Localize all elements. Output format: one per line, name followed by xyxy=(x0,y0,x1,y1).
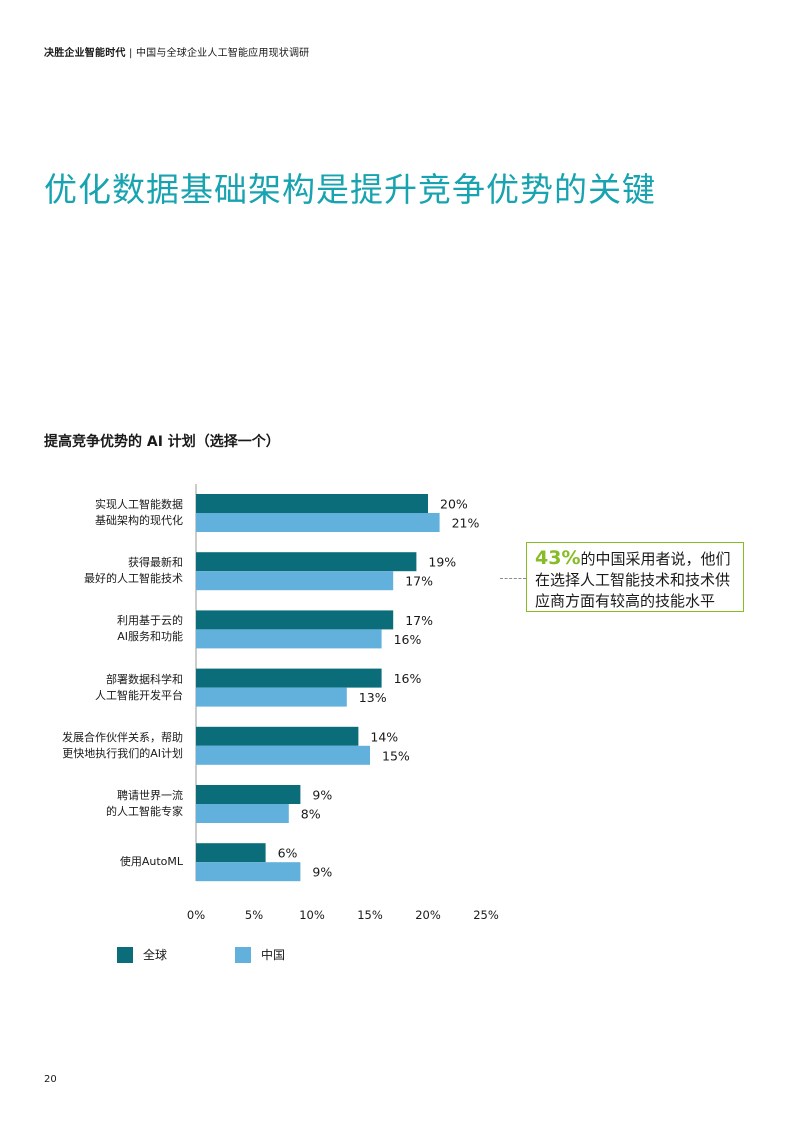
category-label: 使用AutoML xyxy=(40,854,183,870)
bar-global xyxy=(196,494,428,513)
bar-china xyxy=(196,745,370,765)
category-label: 发展合作伙伴关系，帮助 更快地执行我们的AI计划 xyxy=(40,730,183,762)
category-label-line: 获得最新和 xyxy=(128,556,183,570)
bar-china xyxy=(196,629,382,649)
data-label: 8% xyxy=(301,807,321,822)
x-tick-label: 10% xyxy=(299,908,325,922)
bar-china xyxy=(196,687,347,707)
category-label-line: 聘请世界一流 xyxy=(117,789,183,802)
bar-global xyxy=(196,726,359,746)
bar-china xyxy=(196,571,394,591)
x-tick-label: 25% xyxy=(473,908,499,922)
legend-swatch-global xyxy=(117,946,133,963)
callout-highlight: 43% xyxy=(535,547,581,569)
legend-label-china: 中国 xyxy=(261,948,286,962)
category-label-line: 人工智能开发平台 xyxy=(95,688,183,702)
data-label: 13% xyxy=(359,690,387,705)
bar-china xyxy=(196,804,289,823)
category-label: 利用基于云的 AI服务和功能 xyxy=(40,613,183,645)
callout-box: 43%的中国采用者说，他们在选择人工智能技术和技术供应商方面有较高的技能水平 xyxy=(526,542,744,612)
bar-global xyxy=(196,668,382,688)
data-label: 16% xyxy=(394,671,422,686)
category-label-line: 发展合作伙伴关系，帮助 xyxy=(62,730,183,744)
running-header: 决胜企业智能时代 | 中国与全球企业人工智能应用现状调研 xyxy=(44,44,309,59)
category-label: 获得最新和最好的人工智能技术 xyxy=(40,555,183,587)
category-label: 部署数据科学和人工智能开发平台 xyxy=(40,672,183,704)
category-label-line: 实现人工智能数据 xyxy=(95,498,183,511)
bar-china xyxy=(196,513,440,532)
bar-global xyxy=(196,785,301,804)
category-label-line: 最好的人工智能技术 xyxy=(84,572,183,586)
legend-label-global: 全球 xyxy=(143,948,168,962)
data-label: 17% xyxy=(405,574,433,589)
category-label-line: AI服务和功能 xyxy=(117,630,183,644)
category-label: 聘请世界一流的人工智能专家 xyxy=(40,788,183,820)
x-tick-label: 0% xyxy=(187,908,205,922)
data-label: 15% xyxy=(382,748,410,763)
category-label-line: 使用AutoML xyxy=(119,855,183,869)
bar-global xyxy=(196,552,417,572)
callout-text: 的中国采用者说，他们在选择人工智能技术和技术供应商方面有较高的技能水平 xyxy=(535,550,731,610)
chart-title: 提高竞争优势的 AI 计划（选择一个） xyxy=(44,434,280,450)
x-tick-label: 5% xyxy=(245,908,263,922)
category-label-line: 的人工智能专家 xyxy=(106,805,183,818)
callout-connector xyxy=(500,578,526,579)
x-tick-label: 15% xyxy=(357,908,383,922)
bar-global xyxy=(196,843,266,863)
data-label: 19% xyxy=(428,555,456,570)
legend-swatch-china xyxy=(235,946,251,963)
data-label: 17% xyxy=(405,613,433,628)
data-label: 9% xyxy=(312,788,332,803)
data-label: 20% xyxy=(440,497,468,512)
category-label-line: 利用基于云的 xyxy=(117,614,183,628)
page-number: 20 xyxy=(44,1074,57,1085)
bar-china xyxy=(196,862,301,882)
category-label: 实现人工智能数据 基础架构的现代化 xyxy=(40,497,183,529)
data-label: 16% xyxy=(394,632,422,647)
category-label-line: 部署数据科学和 xyxy=(106,672,183,686)
header-subtitle: 中国与全球企业人工智能应用现状调研 xyxy=(135,48,310,59)
legend-item-china: 中国 xyxy=(235,946,285,963)
header-series: 决胜企业智能时代 xyxy=(44,48,126,59)
data-label: 6% xyxy=(278,846,298,861)
category-label-line: 基础架构的现代化 xyxy=(95,514,183,527)
data-label: 9% xyxy=(312,865,332,880)
header-separator: | xyxy=(129,48,133,59)
bar-global xyxy=(196,610,394,630)
page-title: 优化数据基础架构是提升竞争优势的关键 xyxy=(44,170,656,209)
x-tick-label: 20% xyxy=(415,908,441,922)
data-label: 14% xyxy=(370,729,398,744)
data-label: 21% xyxy=(452,516,480,531)
legend-item-global: 全球 xyxy=(117,946,167,963)
category-label-line: 更快地执行我们的AI计划 xyxy=(62,746,183,760)
